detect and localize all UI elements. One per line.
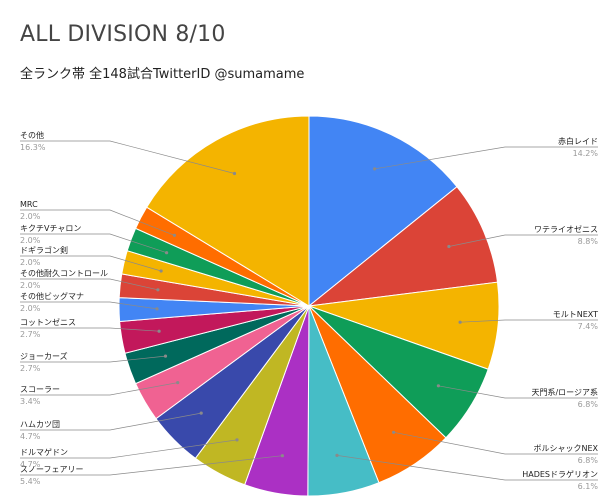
leader-line — [20, 209, 175, 236]
slice-percent: 2.0% — [20, 281, 41, 290]
slice-percent: 4.7% — [20, 460, 41, 469]
leader-line — [20, 278, 158, 291]
slice-label: スコーラー — [20, 385, 60, 394]
slice-percent: 6.8% — [578, 400, 599, 409]
leader-line — [20, 140, 235, 174]
slice-label: その他ビッグマナ — [20, 291, 84, 301]
slice-label: その他 — [20, 130, 44, 140]
leader-line — [438, 385, 598, 399]
leader-line — [20, 455, 283, 476]
leader-line — [20, 412, 202, 431]
leader-line — [20, 233, 167, 254]
leader-dot — [232, 171, 237, 176]
leader-line — [448, 234, 598, 247]
slice-label: HADESドラゲリオン — [522, 469, 598, 479]
leader-line — [20, 301, 158, 310]
slice-label: コットンゼニス — [20, 317, 76, 327]
leader-dot — [335, 453, 339, 457]
slice-label: その他耐久コントロール — [20, 268, 108, 278]
slice-label: ボルシャックNEX — [533, 444, 598, 453]
leader-dot — [436, 384, 440, 388]
leader-dot — [159, 269, 163, 273]
leader-line — [336, 455, 598, 481]
slice-label: ドギラゴン剣 — [20, 245, 68, 255]
slice-percent: 8.8% — [578, 237, 599, 246]
leader-line — [20, 439, 238, 459]
slice-label: モルトNEXT — [553, 310, 598, 319]
slice-label: ハムカツ団 — [20, 420, 60, 429]
slice-label: MRC — [20, 200, 38, 209]
leader-dot — [172, 233, 176, 237]
slice-percent: 2.0% — [20, 258, 41, 267]
leader-dot — [156, 288, 160, 292]
leader-line — [20, 255, 162, 272]
slice-label: ジョーカーズ — [20, 351, 68, 361]
leader-dot — [392, 430, 396, 434]
slice-label: 赤白レイド — [558, 136, 598, 146]
pie-slice — [308, 115, 458, 308]
slice-percent: 14.2% — [573, 149, 599, 158]
pie-slice — [307, 186, 499, 307]
leader-dot — [199, 411, 203, 415]
slice-label: ワテライオゼニス — [534, 224, 598, 234]
slice-percent: 2.0% — [20, 212, 41, 221]
slice-percent: 2.7% — [20, 330, 41, 339]
slice-percent: 4.7% — [20, 432, 41, 441]
leader-dot — [163, 354, 168, 358]
pie-slice — [146, 115, 310, 307]
leader-line — [20, 355, 166, 363]
leader-line — [374, 146, 598, 170]
slice-percent: 16.3% — [20, 143, 46, 152]
slice-percent: 3.4% — [20, 397, 41, 406]
leader-dot — [280, 454, 284, 458]
slice-percent: 2.7% — [20, 364, 41, 373]
slice-percent: 7.4% — [578, 322, 599, 331]
slice-label: スノーフェアリー — [20, 465, 84, 474]
slice-percent: 6.1% — [578, 482, 599, 491]
slice-percent: 2.0% — [20, 236, 41, 245]
leader-line — [393, 431, 598, 455]
leader-dot — [373, 167, 377, 171]
slice-label: ドルマゲドン — [20, 447, 68, 457]
leader-dot — [458, 320, 462, 324]
leader-dot — [176, 381, 180, 385]
leader-line — [20, 327, 160, 332]
leader-dot — [155, 307, 159, 311]
slice-percent: 2.0% — [20, 304, 41, 313]
slice-percent: 5.4% — [20, 477, 41, 486]
leader-dot — [165, 251, 169, 255]
slice-label: 天門系/ロージア系 — [531, 387, 598, 397]
slice-percent: 6.8% — [578, 456, 599, 465]
chart-subtitle: 全ランク帯 全148試合TwitterID @sumamame — [20, 67, 305, 82]
slice-label: キクチVチャロン — [20, 224, 81, 233]
chart-title: ALL DIVISION 8/10 — [20, 22, 226, 47]
leader-line — [460, 319, 598, 323]
leader-dot — [235, 438, 239, 442]
leader-dot — [447, 244, 451, 249]
leader-line — [20, 382, 178, 396]
leader-dot — [157, 329, 161, 333]
